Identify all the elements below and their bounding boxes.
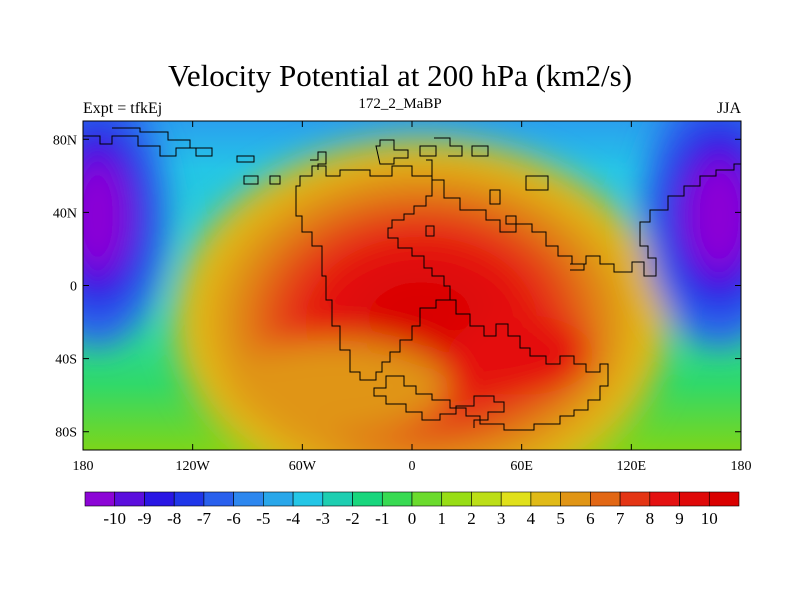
colorbar-label: 10	[701, 509, 718, 528]
x-tick-label: 180	[731, 459, 752, 474]
y-tick-label: 80N	[53, 133, 77, 148]
colorbar-box	[292, 491, 324, 507]
colorbar-label: 2	[467, 509, 476, 528]
season-label: JJA	[716, 100, 741, 117]
colorbar-label: -8	[167, 509, 181, 528]
x-tick-label: 180	[73, 459, 94, 474]
colorbar-label: -4	[286, 509, 301, 528]
run-label: 172_2_MaBP	[358, 96, 442, 112]
colorbar-box	[114, 491, 145, 507]
colorbar-box	[708, 491, 740, 507]
colorbar-label: 6	[586, 509, 595, 528]
colorbar-label: -10	[103, 509, 126, 528]
colorbar-label: 4	[527, 509, 536, 528]
colorbar-label: -2	[345, 509, 359, 528]
axis-tick-labels: 80N 40N 0 40S 80S 180 120W 60W 0 60E 120E 180	[53, 133, 752, 474]
colorbar-label: -5	[256, 509, 270, 528]
colorbar-box	[530, 491, 561, 507]
colorbar-labels: -10 -9 -8 -7 -6 -5 -4 -3 -2 -1 0 1 2 3 4 5 6 7 8 9 10	[103, 509, 717, 528]
colorbar-box	[322, 491, 353, 507]
colorbar-label: 5	[556, 509, 565, 528]
colorbar-box	[411, 491, 443, 507]
experiment-label: Expt = tfkEj	[83, 100, 163, 117]
map-title: Velocity Potential at 200 hPa (km2/s)	[167, 58, 633, 93]
y-tick-label: 80S	[55, 426, 77, 441]
colorbar-label: 7	[616, 509, 625, 528]
colorbar	[84, 491, 740, 507]
colorbar-label: 8	[646, 509, 655, 528]
colorbar-label: -3	[316, 509, 330, 528]
x-tick-label: 120E	[617, 459, 647, 474]
x-tick-label: 60E	[510, 459, 533, 474]
colorbar-box	[381, 491, 413, 507]
colorbar-box	[352, 491, 383, 507]
colorbar-box	[203, 491, 234, 507]
colorbar-label: -1	[375, 509, 389, 528]
colorbar-box	[173, 491, 205, 507]
colorbar-label: 3	[497, 509, 506, 528]
velocity-potential-field	[83, 121, 741, 450]
colorbar-box	[441, 491, 472, 507]
colorbar-label: -6	[227, 509, 241, 528]
colorbar-box	[649, 491, 680, 507]
colorbar-box	[590, 491, 621, 507]
colorbar-label: 0	[408, 509, 417, 528]
colorbar-label: 1	[437, 509, 446, 528]
coastlines	[83, 127, 741, 431]
y-tick-label: 0	[70, 280, 77, 295]
colorbar-box	[500, 491, 532, 507]
colorbar-box	[679, 491, 710, 507]
x-tick-label: 60W	[289, 459, 317, 474]
colorbar-box	[144, 491, 175, 507]
colorbar-box	[84, 491, 116, 507]
colorbar-box	[619, 491, 651, 507]
colorbar-box	[560, 491, 591, 507]
colorbar-box	[471, 491, 502, 507]
y-tick-label: 40S	[55, 353, 77, 368]
x-tick-label: 120W	[176, 459, 211, 474]
colorbar-box	[263, 491, 294, 507]
colorbar-label: 9	[675, 509, 684, 528]
colorbar-box	[233, 491, 264, 507]
x-tick-label: 0	[409, 459, 416, 474]
colorbar-label: -9	[137, 509, 151, 528]
colorbar-label: -7	[197, 509, 212, 528]
y-tick-label: 40N	[53, 206, 77, 221]
axis-ticks	[82, 121, 742, 450]
